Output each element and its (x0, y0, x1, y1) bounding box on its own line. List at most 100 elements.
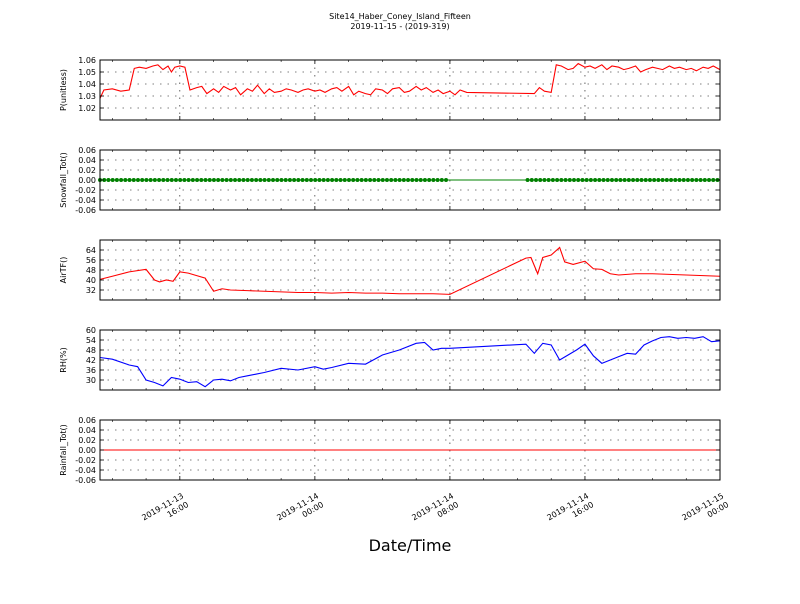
series-marker (372, 178, 377, 182)
y-tick-label: 0.00 (78, 446, 96, 455)
series-marker (359, 178, 364, 182)
series-marker (376, 178, 381, 182)
series-marker (119, 178, 124, 182)
series-marker (614, 178, 619, 182)
series-marker (639, 178, 644, 182)
series-marker (439, 178, 444, 182)
y-axis-label: AirTF() (59, 257, 68, 284)
series-marker (325, 178, 330, 182)
series-marker (211, 178, 216, 182)
subplot-1: 1.06 1.05 1.04 1.03 1.02 P(unitless) (59, 56, 721, 121)
series-marker (567, 178, 572, 182)
series-marker (266, 178, 271, 182)
y-tick-label: 30 (86, 376, 96, 385)
series-marker (304, 178, 309, 182)
y-tick-label: 1.05 (78, 68, 96, 77)
series-marker (195, 178, 200, 182)
series-marker (542, 178, 547, 182)
series-marker (673, 178, 678, 182)
series-marker (534, 178, 539, 182)
series-marker (605, 178, 610, 182)
series-marker (393, 178, 398, 182)
series-marker (580, 178, 585, 182)
series-marker (363, 178, 368, 182)
series-marker (161, 178, 166, 182)
series-marker (123, 178, 128, 182)
axes-frame (99, 329, 721, 391)
series-marker (351, 178, 356, 182)
y-tick-label: 54 (86, 336, 96, 345)
series-marker (635, 178, 640, 182)
series-marker (216, 178, 221, 182)
series-marker (401, 178, 406, 182)
series-marker (169, 178, 174, 182)
series-marker (330, 178, 335, 182)
series-marker (254, 178, 259, 182)
series-marker (338, 178, 343, 182)
series-marker (685, 178, 690, 182)
series-marker (702, 178, 707, 182)
series-marker (228, 178, 233, 182)
series-marker (525, 178, 530, 182)
series-marker (597, 178, 602, 182)
series-marker (435, 178, 440, 182)
series-marker (601, 178, 606, 182)
series-marker (287, 178, 292, 182)
series-line (99, 62, 721, 99)
series-marker (173, 178, 178, 182)
series-marker (609, 178, 614, 182)
subplot-5: 0.060.040.020.00-0.02-0.04-0.06 Rainfall_… (59, 416, 721, 485)
y-tick-label: 36 (86, 366, 96, 375)
series-marker (152, 178, 157, 182)
series-marker (647, 178, 652, 182)
series-marker (694, 178, 699, 182)
series-line (99, 246, 721, 295)
series-marker (313, 178, 318, 182)
y-tick-label: 56 (86, 256, 96, 265)
series-marker (444, 178, 449, 182)
series-marker (346, 178, 351, 182)
y-tick-label: 40 (86, 276, 96, 285)
series-marker (203, 178, 208, 182)
series-marker (220, 178, 225, 182)
y-tick-label: 0.06 (78, 416, 96, 425)
series-marker (414, 178, 419, 182)
series-marker (114, 178, 119, 182)
y-tick-label: 1.02 (78, 104, 96, 113)
y-tick-label: 1.04 (78, 80, 96, 89)
y-tick-label: -0.06 (75, 206, 96, 215)
series-marker (588, 178, 593, 182)
series-marker (555, 178, 560, 182)
series-marker (652, 178, 657, 182)
y-tick-label: 0.00 (78, 176, 96, 185)
series-marker (559, 178, 564, 182)
series-marker (135, 178, 140, 182)
series-marker (275, 178, 280, 182)
y-axis-label: P(unitless) (59, 69, 68, 111)
axes-frame (99, 239, 721, 301)
series-marker (271, 178, 276, 182)
series-marker (241, 178, 246, 182)
series-marker (237, 178, 242, 182)
series-marker (292, 178, 297, 182)
series-marker (178, 178, 183, 182)
series-marker (546, 178, 551, 182)
series-marker (258, 178, 263, 182)
chart-title-line2: 2019-11-15 - (2019-319) (350, 22, 449, 31)
series-marker (669, 178, 674, 182)
series-marker (427, 178, 432, 182)
series-marker (368, 178, 373, 182)
series-marker (308, 178, 313, 182)
series-marker (431, 178, 436, 182)
series-marker (140, 178, 145, 182)
y-tick-label: 42 (86, 356, 96, 365)
series-marker (571, 178, 576, 182)
series-marker (279, 178, 284, 182)
series-marker (182, 178, 187, 182)
y-tick-label: 1.06 (78, 56, 96, 65)
series-marker (618, 178, 623, 182)
